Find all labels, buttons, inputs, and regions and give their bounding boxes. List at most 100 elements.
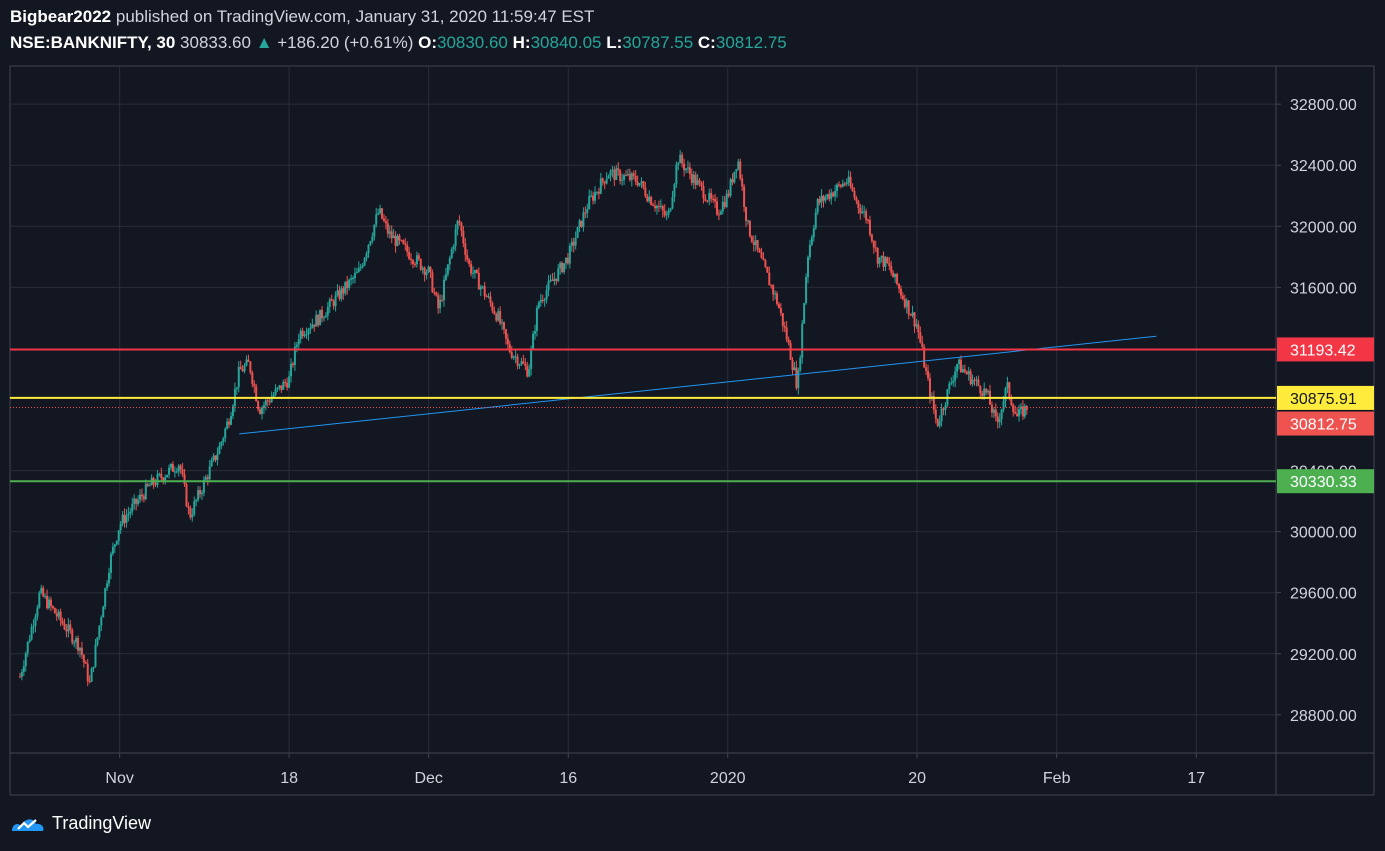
candle-body: [197, 490, 200, 500]
candle-body: [402, 240, 405, 244]
symbol-label[interactable]: NSE:BANKNIFTY, 30: [10, 33, 176, 52]
candle-body: [795, 367, 798, 388]
candle-body: [466, 255, 469, 260]
candle-body: [899, 288, 902, 296]
candle-body: [109, 553, 112, 573]
candle-body: [222, 438, 225, 443]
candle-body: [26, 641, 29, 654]
candle-body: [830, 192, 833, 200]
trendline: [239, 335, 1157, 435]
brand-footer[interactable]: TradingView: [10, 812, 151, 834]
candle-body: [863, 211, 866, 213]
candle-body: [772, 285, 775, 295]
candle-body: [712, 198, 715, 200]
candle-body: [297, 339, 300, 345]
candle-body: [851, 186, 854, 192]
candle-body: [309, 328, 312, 330]
candle-body: [338, 290, 341, 299]
candle-body: [543, 299, 546, 301]
price-tick-label: 29200.00: [1290, 647, 1357, 664]
candle-body: [330, 299, 333, 302]
candle-body: [108, 572, 111, 584]
candle-body: [816, 199, 819, 213]
candle-body: [965, 371, 968, 375]
candle-body: [214, 455, 217, 460]
candle-body: [472, 272, 475, 274]
candle-body: [73, 642, 76, 644]
candle-body: [189, 507, 192, 518]
candle-body: [688, 167, 691, 174]
candle-body: [510, 352, 513, 358]
candle-body: [481, 286, 484, 288]
candle-body: [375, 214, 378, 225]
candle-body: [530, 349, 533, 369]
candle-body: [956, 364, 959, 372]
candle-body: [206, 477, 209, 480]
candle-body: [117, 530, 120, 541]
candle-body: [847, 176, 850, 183]
candle-body: [694, 174, 697, 185]
candle-body: [235, 387, 238, 390]
author-name[interactable]: Bigbear2022: [10, 7, 112, 26]
candle-body: [94, 644, 97, 667]
candle-body: [679, 154, 682, 164]
candle-body: [603, 181, 606, 184]
candle-body: [938, 421, 941, 426]
time-tick-label: Dec: [414, 770, 442, 787]
candle-body: [400, 240, 403, 242]
candle-body: [667, 210, 670, 215]
candle-body: [57, 611, 60, 617]
candle-body: [574, 237, 577, 246]
candle-body: [169, 463, 172, 468]
candle-body: [444, 274, 447, 280]
candle-body: [404, 243, 407, 245]
candle-body: [888, 262, 891, 267]
candle-body: [106, 583, 109, 589]
tradingview-logo-icon: [12, 819, 44, 831]
candle-body: [551, 279, 554, 281]
candle-body: [425, 272, 428, 276]
candle-body: [979, 385, 982, 394]
candle-body: [253, 383, 256, 387]
candle-body: [499, 311, 502, 324]
candle-body: [470, 263, 473, 274]
candle-body: [714, 198, 717, 202]
candle-body: [681, 154, 684, 164]
candle-body: [324, 315, 327, 318]
candle-body: [210, 460, 213, 467]
time-tick-label: 17: [1187, 770, 1205, 787]
candle-body: [545, 290, 548, 300]
candle-body: [539, 299, 542, 303]
candle-body: [915, 324, 918, 327]
candle-body: [485, 296, 488, 298]
price-tick-label: 32000.00: [1290, 219, 1357, 236]
candle-body: [291, 363, 294, 365]
candle-body: [406, 244, 409, 252]
candle-body: [764, 260, 767, 267]
candle-body: [86, 663, 89, 682]
candle-body: [303, 334, 306, 337]
candle-body: [917, 324, 920, 333]
candle-body: [28, 639, 31, 642]
candle-body: [200, 492, 203, 495]
candle-body: [1021, 406, 1024, 417]
candle-body: [655, 205, 658, 209]
candle-body: [615, 168, 618, 180]
candle-body: [706, 200, 709, 202]
candle-body: [224, 428, 227, 439]
candle-body: [994, 409, 997, 417]
candle-body: [168, 467, 171, 475]
candle-body: [907, 300, 910, 315]
candle-body: [119, 523, 122, 531]
candle-body: [82, 654, 85, 663]
candle-body: [22, 666, 25, 673]
candle-body: [961, 369, 964, 373]
candle-body: [386, 223, 389, 234]
candle-body: [859, 207, 862, 214]
candle-body: [307, 329, 310, 335]
candle-body: [59, 611, 62, 621]
candle-body: [987, 390, 990, 393]
candle-body: [220, 442, 223, 446]
candle-body: [865, 211, 868, 220]
